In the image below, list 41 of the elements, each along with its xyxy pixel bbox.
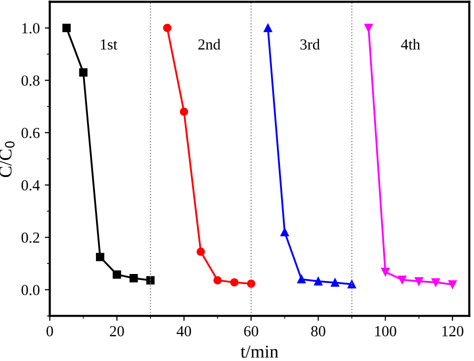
point [432,278,440,287]
x-tick-label: 40 [176,326,192,336]
point [96,252,104,262]
y-tick-label: 0.0 [22,284,40,296]
point [213,276,222,284]
point [163,24,172,32]
point [381,268,390,276]
point [246,280,256,288]
x-tick-label: 120 [442,326,464,336]
point [146,276,155,284]
point [330,278,340,287]
x-tick-label: 100 [375,326,396,336]
point [230,278,239,287]
y-tick-label: 0.8 [22,75,40,86]
point [448,280,457,289]
x-axis-title: t/min [240,346,278,358]
point [196,248,205,256]
x-tick-label: 20 [110,326,124,336]
point [264,24,272,32]
point [180,108,188,116]
series-label: 2nd [198,38,220,50]
point [398,276,406,284]
y-tick-label: 0.4 [22,180,40,191]
y-tick-label: 1.0 [22,23,40,34]
point [130,274,138,282]
point [364,24,373,32]
point [414,277,424,286]
text: 4th [401,38,420,50]
point [280,228,289,236]
x-tick-label: 60 [244,326,258,336]
x-tick-label: 0 [46,326,54,336]
y-tick-label: 0.2 [22,232,40,243]
y-tick-label: 0.6 [22,128,40,138]
point [314,277,322,286]
x-tick-label: 80 [311,326,326,336]
series-label: 1st [100,39,118,50]
point [112,270,122,279]
series-label: 3rd [300,38,320,50]
point [297,275,306,284]
point [79,68,88,77]
point [62,24,71,32]
